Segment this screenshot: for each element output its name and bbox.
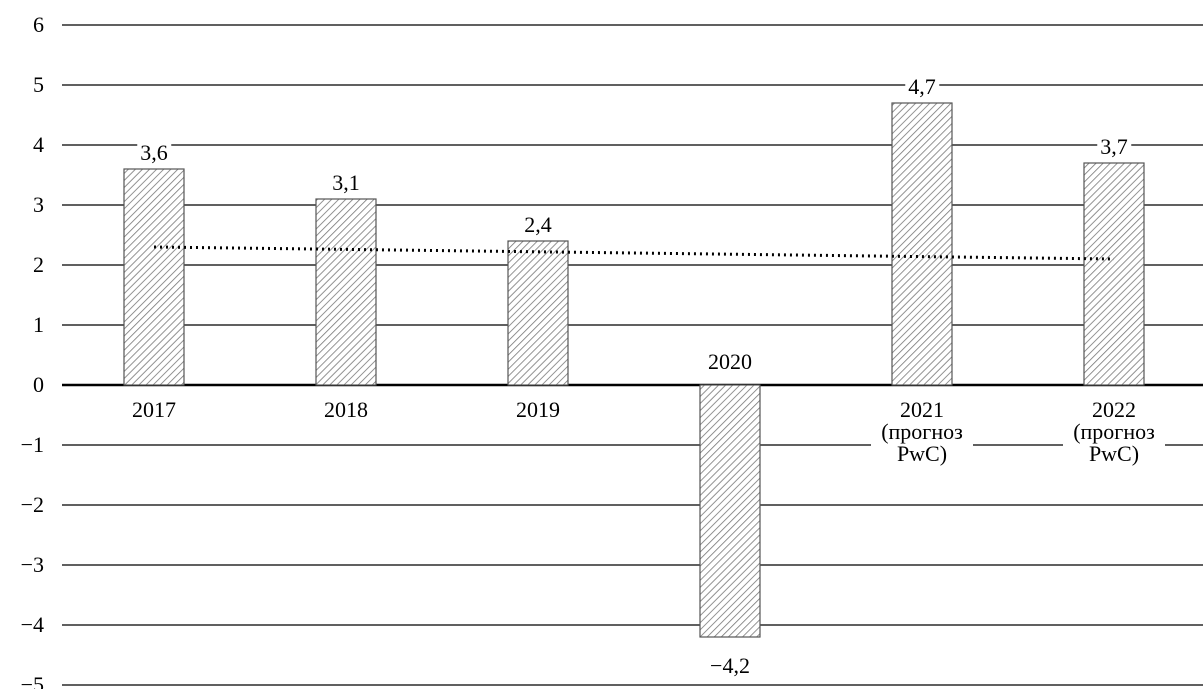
y-tick-label: −1 — [20, 432, 44, 457]
x-tick-label: 2019 — [487, 399, 589, 421]
value-label: 2,4 — [521, 214, 555, 236]
y-tick-label: −5 — [20, 672, 44, 689]
bar — [1083, 162, 1145, 386]
y-tick-label: −4 — [20, 612, 44, 637]
x-tick-label: 2018 — [295, 399, 397, 421]
y-tick-label: 0 — [33, 372, 44, 397]
y-tick-label: −3 — [20, 552, 44, 577]
value-label: 3,1 — [329, 172, 363, 194]
bar — [891, 102, 953, 386]
bar — [123, 168, 185, 386]
x-tick-label: 2017 — [103, 399, 205, 421]
value-label: 3,6 — [137, 142, 171, 164]
y-tick-label: −2 — [20, 492, 44, 517]
y-tick-label: 2 — [33, 252, 44, 277]
bar — [315, 198, 377, 386]
value-label: 4,7 — [905, 76, 939, 98]
y-tick-label: 3 — [33, 192, 44, 217]
y-tick-label: 1 — [33, 312, 44, 337]
x-tick-label: 2021 (прогноз PwC) — [871, 399, 973, 465]
x-tick-label: 2020 — [679, 351, 781, 373]
y-tick-label: 4 — [33, 132, 44, 157]
trend-line — [153, 245, 1115, 261]
bar — [699, 384, 761, 638]
y-tick-label: 5 — [33, 72, 44, 97]
value-label: 3,7 — [1097, 136, 1131, 158]
x-tick-label: 2022 (прогноз PwC) — [1063, 399, 1165, 465]
y-tick-label: 6 — [33, 12, 44, 37]
value-label: −4,2 — [707, 655, 753, 677]
bar — [507, 240, 569, 386]
